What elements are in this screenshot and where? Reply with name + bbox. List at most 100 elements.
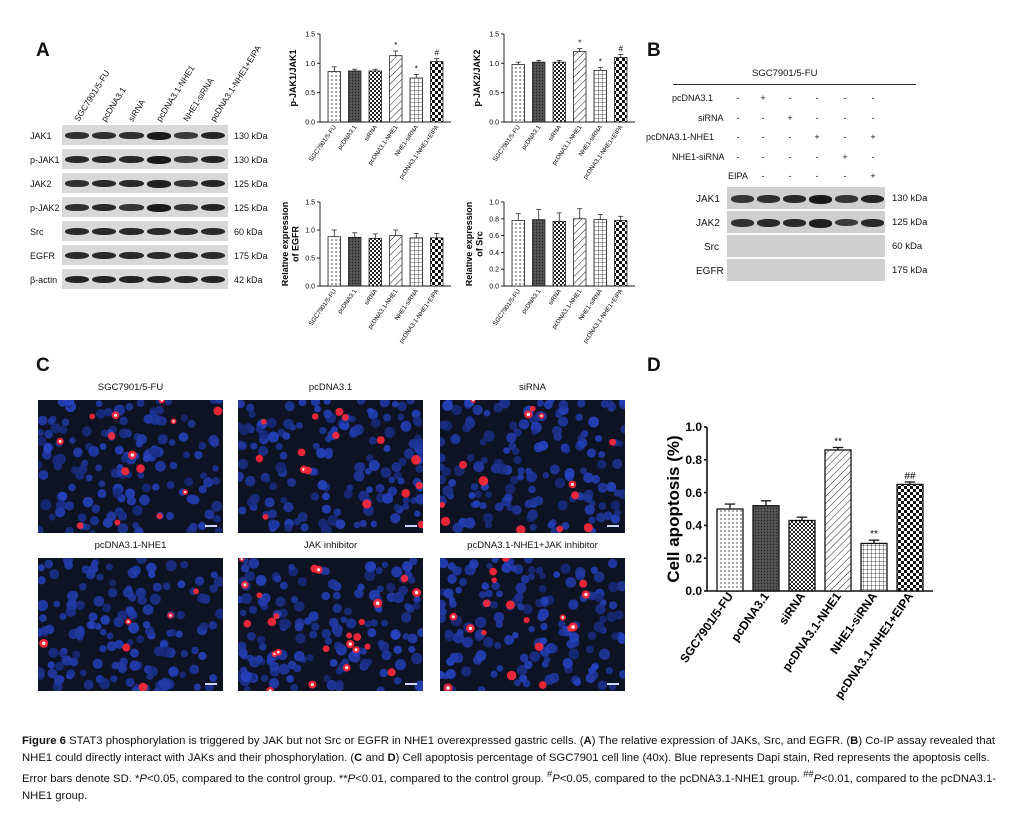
dapi-nucleus <box>38 429 44 437</box>
dapi-nucleus <box>72 447 83 458</box>
dapi-nucleus <box>612 458 623 469</box>
blot-row-label: Src <box>704 242 719 253</box>
apoptotic-core <box>345 666 349 670</box>
dapi-nucleus <box>267 431 279 443</box>
dapi-nucleus <box>52 455 63 466</box>
blot-strip <box>727 211 885 233</box>
dapi-nucleus <box>54 674 63 684</box>
apoptotic-cell <box>303 466 312 475</box>
dapi-nucleus <box>65 606 77 617</box>
dapi-nucleus <box>481 582 490 591</box>
dapi-nucleus <box>38 415 48 426</box>
dapi-nucleus <box>114 445 124 455</box>
dapi-nucleus <box>398 457 407 466</box>
blot-row-label: p-JAK2 <box>30 203 60 213</box>
blot-band <box>119 204 144 211</box>
apoptotic-cell <box>516 525 526 533</box>
bar <box>614 220 628 287</box>
dapi-nucleus <box>486 562 493 570</box>
caption-p3: P <box>552 772 560 785</box>
blot-band <box>783 219 806 227</box>
caption-text-4: and <box>362 751 388 764</box>
dapi-nucleus <box>117 610 128 621</box>
dapi-nucleus <box>131 686 140 691</box>
dapi-nucleus <box>411 652 423 665</box>
x-tick-label: pcDNA3.1-NHE1+EIPA <box>398 287 441 344</box>
dapi-nucleus <box>246 497 257 508</box>
dapi-nucleus <box>403 448 415 459</box>
apoptotic-cell <box>534 642 544 652</box>
micrograph-image <box>440 400 625 533</box>
dapi-nucleus <box>460 666 472 677</box>
dapi-nucleus <box>451 404 462 416</box>
dapi-nucleus <box>116 510 126 520</box>
dapi-nucleus <box>295 421 303 429</box>
apoptotic-core <box>172 420 175 423</box>
blot-row-label: p-JAK1 <box>30 155 60 165</box>
y-axis-label: of Src <box>474 231 484 257</box>
dapi-nucleus <box>611 632 620 641</box>
dapi-nucleus <box>413 595 421 604</box>
dapi-nucleus <box>238 506 247 515</box>
apoptotic-cell <box>76 522 84 530</box>
blot-kda-label: 125 kDa <box>892 217 928 228</box>
dapi-nucleus <box>66 669 76 678</box>
dapi-nucleus <box>597 482 608 493</box>
condition-label: pcDNA3.1-NHE1 <box>646 132 715 142</box>
apoptotic-cell <box>273 613 280 620</box>
dapi-nucleus <box>280 496 288 504</box>
dapi-nucleus <box>513 455 522 465</box>
y-tick-label: 0.0 <box>305 283 315 290</box>
apoptotic-core <box>169 614 172 617</box>
y-tick-label: 0.0 <box>489 283 499 290</box>
blot-kda-label: 60 kDa <box>234 227 263 237</box>
dapi-nucleus <box>61 418 70 427</box>
dapi-nucleus <box>577 435 584 442</box>
apoptotic-cell <box>158 400 165 404</box>
blot-kda-label: 60 kDa <box>892 241 923 252</box>
dapi-nucleus <box>482 512 494 524</box>
dapi-nucleus <box>99 628 107 636</box>
dapi-nucleus <box>335 519 346 530</box>
dapi-nucleus <box>215 400 223 405</box>
x-tick-label: pcDNA3.1-NHE1+EIPA <box>398 123 441 180</box>
caption-text-1: STAT3 phosphorylation is triggered by JA… <box>65 735 584 747</box>
dapi-nucleus <box>393 503 401 511</box>
dapi-nucleus <box>165 511 174 521</box>
apoptotic-cell <box>362 499 372 509</box>
dapi-nucleus <box>85 474 93 482</box>
blot-band <box>173 180 198 187</box>
dapi-nucleus <box>384 426 396 438</box>
panel-label-d: D <box>647 355 661 376</box>
apoptotic-core <box>268 689 272 691</box>
dapi-nucleus <box>440 608 447 616</box>
dapi-nucleus <box>382 413 392 422</box>
blot-band <box>173 276 198 284</box>
dapi-nucleus <box>144 626 155 636</box>
dapi-nucleus <box>294 622 304 632</box>
apoptotic-cell <box>346 632 353 639</box>
dapi-nucleus <box>597 680 608 690</box>
dapi-nucleus <box>365 658 373 666</box>
dapi-nucleus <box>558 400 569 410</box>
dapi-nucleus <box>452 522 463 533</box>
dapi-nucleus <box>472 404 483 416</box>
micrograph-image <box>38 558 223 691</box>
apoptotic-cell <box>400 574 409 583</box>
dapi-nucleus <box>549 464 560 475</box>
dapi-nucleus <box>152 582 162 592</box>
blot-band <box>146 156 171 164</box>
dapi-nucleus <box>238 441 246 449</box>
dapi-nucleus <box>522 604 533 615</box>
dapi-nucleus <box>356 462 366 472</box>
blot-band <box>146 180 171 188</box>
condition-label: pcDNA3.1 <box>672 93 714 103</box>
dapi-nucleus <box>440 613 447 623</box>
dapi-nucleus <box>448 478 457 487</box>
dapi-nucleus <box>240 563 250 573</box>
dapi-nucleus <box>617 634 625 644</box>
dapi-nucleus <box>375 566 383 575</box>
dapi-nucleus <box>168 439 176 446</box>
dapi-nucleus <box>376 585 384 593</box>
dapi-nucleus <box>238 458 249 470</box>
